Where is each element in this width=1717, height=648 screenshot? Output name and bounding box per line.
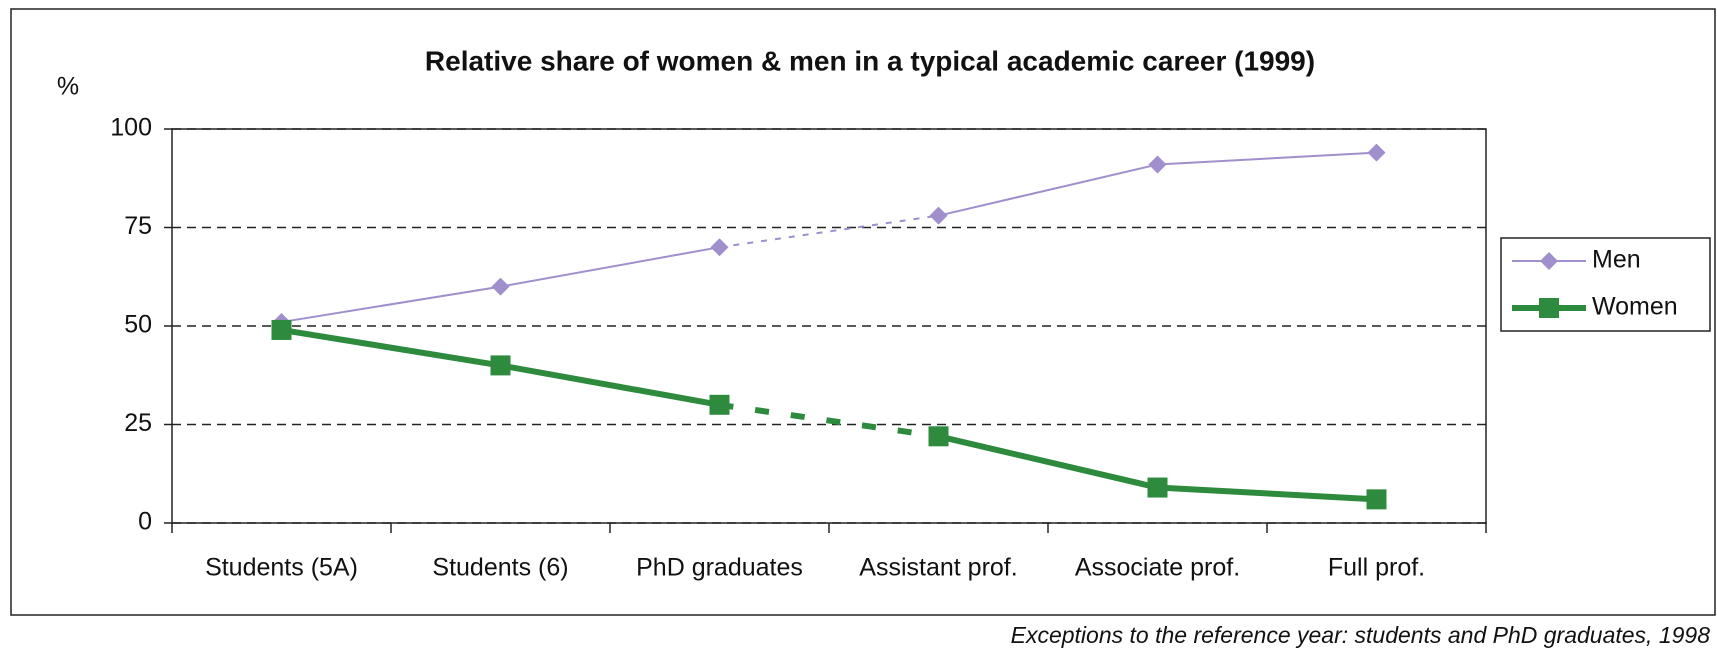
line-segment (1157, 151, 1377, 166)
point (271, 319, 292, 340)
line-segment (719, 401, 939, 440)
legend-label: Men (1592, 246, 1641, 274)
y-tick-label: 100 (110, 114, 152, 142)
line-segment (719, 214, 939, 249)
point (491, 277, 510, 296)
line-segment (500, 246, 720, 288)
legend-label: Women (1592, 293, 1678, 321)
line-segment (1157, 484, 1377, 503)
point (928, 426, 949, 447)
chart-title: Relative share of women & men in a typic… (425, 45, 1315, 76)
x-tick-label: Associate prof. (1075, 554, 1240, 582)
x-tick-label: Students (6) (432, 554, 568, 582)
y-tick-label: 50 (124, 311, 152, 339)
legend-frame (1500, 237, 1711, 332)
point (929, 206, 948, 225)
line-segment (937, 433, 1159, 491)
point (1367, 143, 1386, 162)
point (1366, 489, 1387, 510)
legend-marker (1540, 252, 1558, 270)
chart-frame (10, 8, 1716, 616)
line-segment (281, 285, 501, 324)
point (709, 394, 730, 415)
x-tick-label: Assistant prof. (859, 554, 1017, 582)
line-segment (938, 163, 1158, 217)
legend-marker (1539, 298, 1559, 318)
x-tick-label: PhD graduates (636, 554, 803, 582)
point (1147, 477, 1168, 498)
point (1148, 155, 1167, 174)
point (490, 355, 511, 376)
line-segment (281, 326, 501, 369)
x-tick-label: Full prof. (1328, 554, 1425, 582)
y-tick-label: 75 (124, 212, 152, 240)
line-segment (499, 362, 721, 408)
y-axis-label: % (57, 73, 79, 101)
point (710, 238, 729, 257)
footnote: Exceptions to the reference year: studen… (1011, 622, 1711, 648)
y-tick-label: 0 (138, 508, 152, 536)
y-tick-label: 25 (124, 409, 152, 437)
x-tick-label: Students (5A) (205, 554, 358, 582)
